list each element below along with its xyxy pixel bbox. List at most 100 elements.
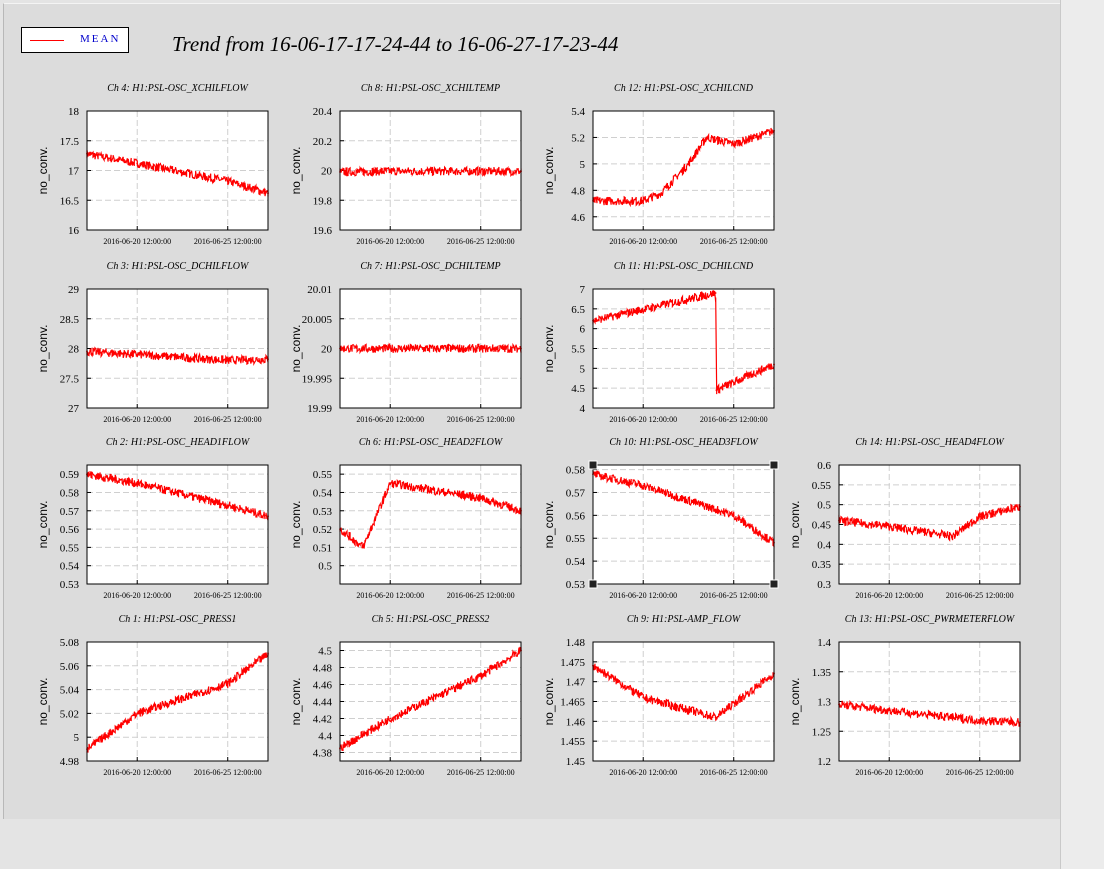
y-tick-label: 4.4	[318, 731, 332, 743]
y-tick-label: 0.52	[313, 524, 332, 536]
x-tick-label: 2016-06-20 12:00:00	[855, 768, 923, 777]
y-tick-label: 18	[68, 106, 80, 118]
x-tick-label: 2016-06-20 12:00:00	[356, 768, 424, 777]
y-axis-label: no_conv.	[542, 325, 556, 373]
data-point	[714, 292, 717, 294]
y-tick-label: 20.4	[313, 106, 333, 118]
data-trace	[838, 503, 1021, 542]
y-tick-label: 0.56	[566, 510, 586, 522]
chart-title: Ch 6: H1:PSL-OSC_HEAD2FLOW	[359, 437, 504, 448]
data-point	[660, 192, 663, 194]
data-point	[687, 163, 690, 165]
y-tick-label: 0.3	[817, 579, 831, 591]
x-tick-label: 2016-06-25 12:00:00	[194, 768, 262, 777]
y-tick-label: 20.005	[302, 314, 333, 326]
plot-frame	[339, 288, 522, 409]
y-tick-label: 16	[68, 225, 80, 237]
data-point	[136, 353, 139, 356]
data-point	[389, 170, 392, 173]
y-tick-label: 1.48	[566, 637, 586, 649]
y-axis-label: no_conv.	[36, 678, 50, 726]
plot-frame	[86, 641, 269, 762]
x-tick-label: 2016-06-25 12:00:00	[946, 591, 1014, 600]
x-tick-label: 2016-06-20 12:00:00	[356, 415, 424, 424]
y-tick-label: 0.54	[313, 487, 333, 499]
plot-frame	[339, 464, 522, 585]
y-tick-label: 4.98	[60, 756, 80, 768]
y-tick-label: 5.06	[60, 661, 80, 673]
y-tick-label: 1.45	[566, 756, 586, 768]
y-tick-label: 5.08	[60, 637, 80, 649]
y-tick-label: 1.2	[817, 756, 831, 768]
y-tick-label: 7	[580, 284, 586, 296]
data-point	[389, 482, 392, 485]
data-point	[362, 546, 364, 549]
chart-title: Ch 3: H1:PSL-OSC_DCHILFLOW	[107, 261, 250, 272]
y-tick-label: 28.5	[60, 314, 80, 326]
y-axis-label: no_conv.	[542, 147, 556, 195]
data-point	[888, 709, 891, 712]
y-axis-label: no_conv.	[788, 501, 802, 549]
selection-handle	[769, 460, 779, 470]
plot-area	[340, 465, 521, 584]
y-tick-label: 1.4	[817, 637, 831, 649]
legend-label: MEAN	[80, 33, 121, 45]
data-point	[642, 696, 645, 699]
y-tick-label: 29	[68, 284, 80, 296]
y-tick-label: 0.54	[60, 561, 80, 573]
data-point	[714, 716, 717, 719]
data-trace	[592, 470, 775, 548]
x-tick-label: 2016-06-20 12:00:00	[609, 768, 677, 777]
x-tick-label: 2016-06-20 12:00:00	[103, 415, 171, 424]
data-point	[136, 712, 139, 715]
y-axis-label: no_conv.	[788, 678, 802, 726]
right-scrollbar[interactable]	[1060, 0, 1104, 869]
y-tick-label: 27	[68, 403, 80, 415]
plot-area	[87, 642, 268, 761]
data-point	[389, 717, 392, 720]
data-trace	[592, 663, 775, 721]
y-tick-label: 0.59	[60, 469, 80, 481]
y-tick-label: 20	[321, 344, 333, 356]
y-tick-label: 16.5	[60, 195, 80, 207]
x-tick-label: 2016-06-25 12:00:00	[700, 237, 768, 246]
data-trace	[86, 652, 269, 753]
data-point	[479, 497, 482, 499]
plot-frame	[592, 641, 775, 762]
chart-title: Ch 2: H1:PSL-OSC_HEAD1FLOW	[106, 437, 251, 448]
main-title: Trend from 16-06-17-17-24-44 to 16-06-27…	[172, 32, 619, 56]
x-tick-label: 2016-06-20 12:00:00	[609, 591, 677, 600]
chart-title: Ch 7: H1:PSL-OSC_DCHILTEMP	[360, 261, 500, 272]
selection-handle	[769, 579, 779, 589]
x-tick-label: 2016-06-25 12:00:00	[700, 415, 768, 424]
data-trace	[86, 346, 269, 367]
plot-frame	[838, 641, 1021, 762]
x-tick-label: 2016-06-25 12:00:00	[447, 591, 515, 600]
data-point	[226, 504, 229, 507]
y-tick-label: 0.55	[313, 469, 333, 481]
x-tick-label: 2016-06-20 12:00:00	[103, 768, 171, 777]
data-point	[226, 682, 229, 685]
y-tick-label: 0.53	[60, 579, 80, 591]
x-tick-label: 2016-06-20 12:00:00	[855, 591, 923, 600]
x-tick-label: 2016-06-25 12:00:00	[194, 237, 262, 246]
data-point	[479, 170, 482, 173]
y-tick-label: 20.2	[313, 136, 332, 148]
x-tick-label: 2016-06-20 12:00:00	[609, 237, 677, 246]
data-point	[705, 136, 708, 139]
y-tick-label: 5	[580, 363, 586, 375]
data-trace	[339, 342, 522, 355]
plot-frame	[592, 110, 775, 231]
y-tick-label: 0.53	[566, 579, 586, 591]
data-trace	[838, 699, 1021, 728]
data-point	[136, 482, 139, 485]
chart-title: Ch 11: H1:PSL-OSC_DCHILCND	[614, 261, 754, 272]
y-tick-label: 17.5	[60, 136, 80, 148]
y-tick-label: 0.58	[60, 487, 80, 499]
y-tick-label: 17	[68, 166, 80, 178]
y-tick-label: 6	[580, 324, 586, 336]
y-tick-label: 20	[321, 166, 333, 178]
y-tick-label: 5.04	[60, 685, 80, 697]
y-tick-label: 4.5	[571, 383, 585, 395]
y-tick-label: 5	[74, 732, 80, 744]
